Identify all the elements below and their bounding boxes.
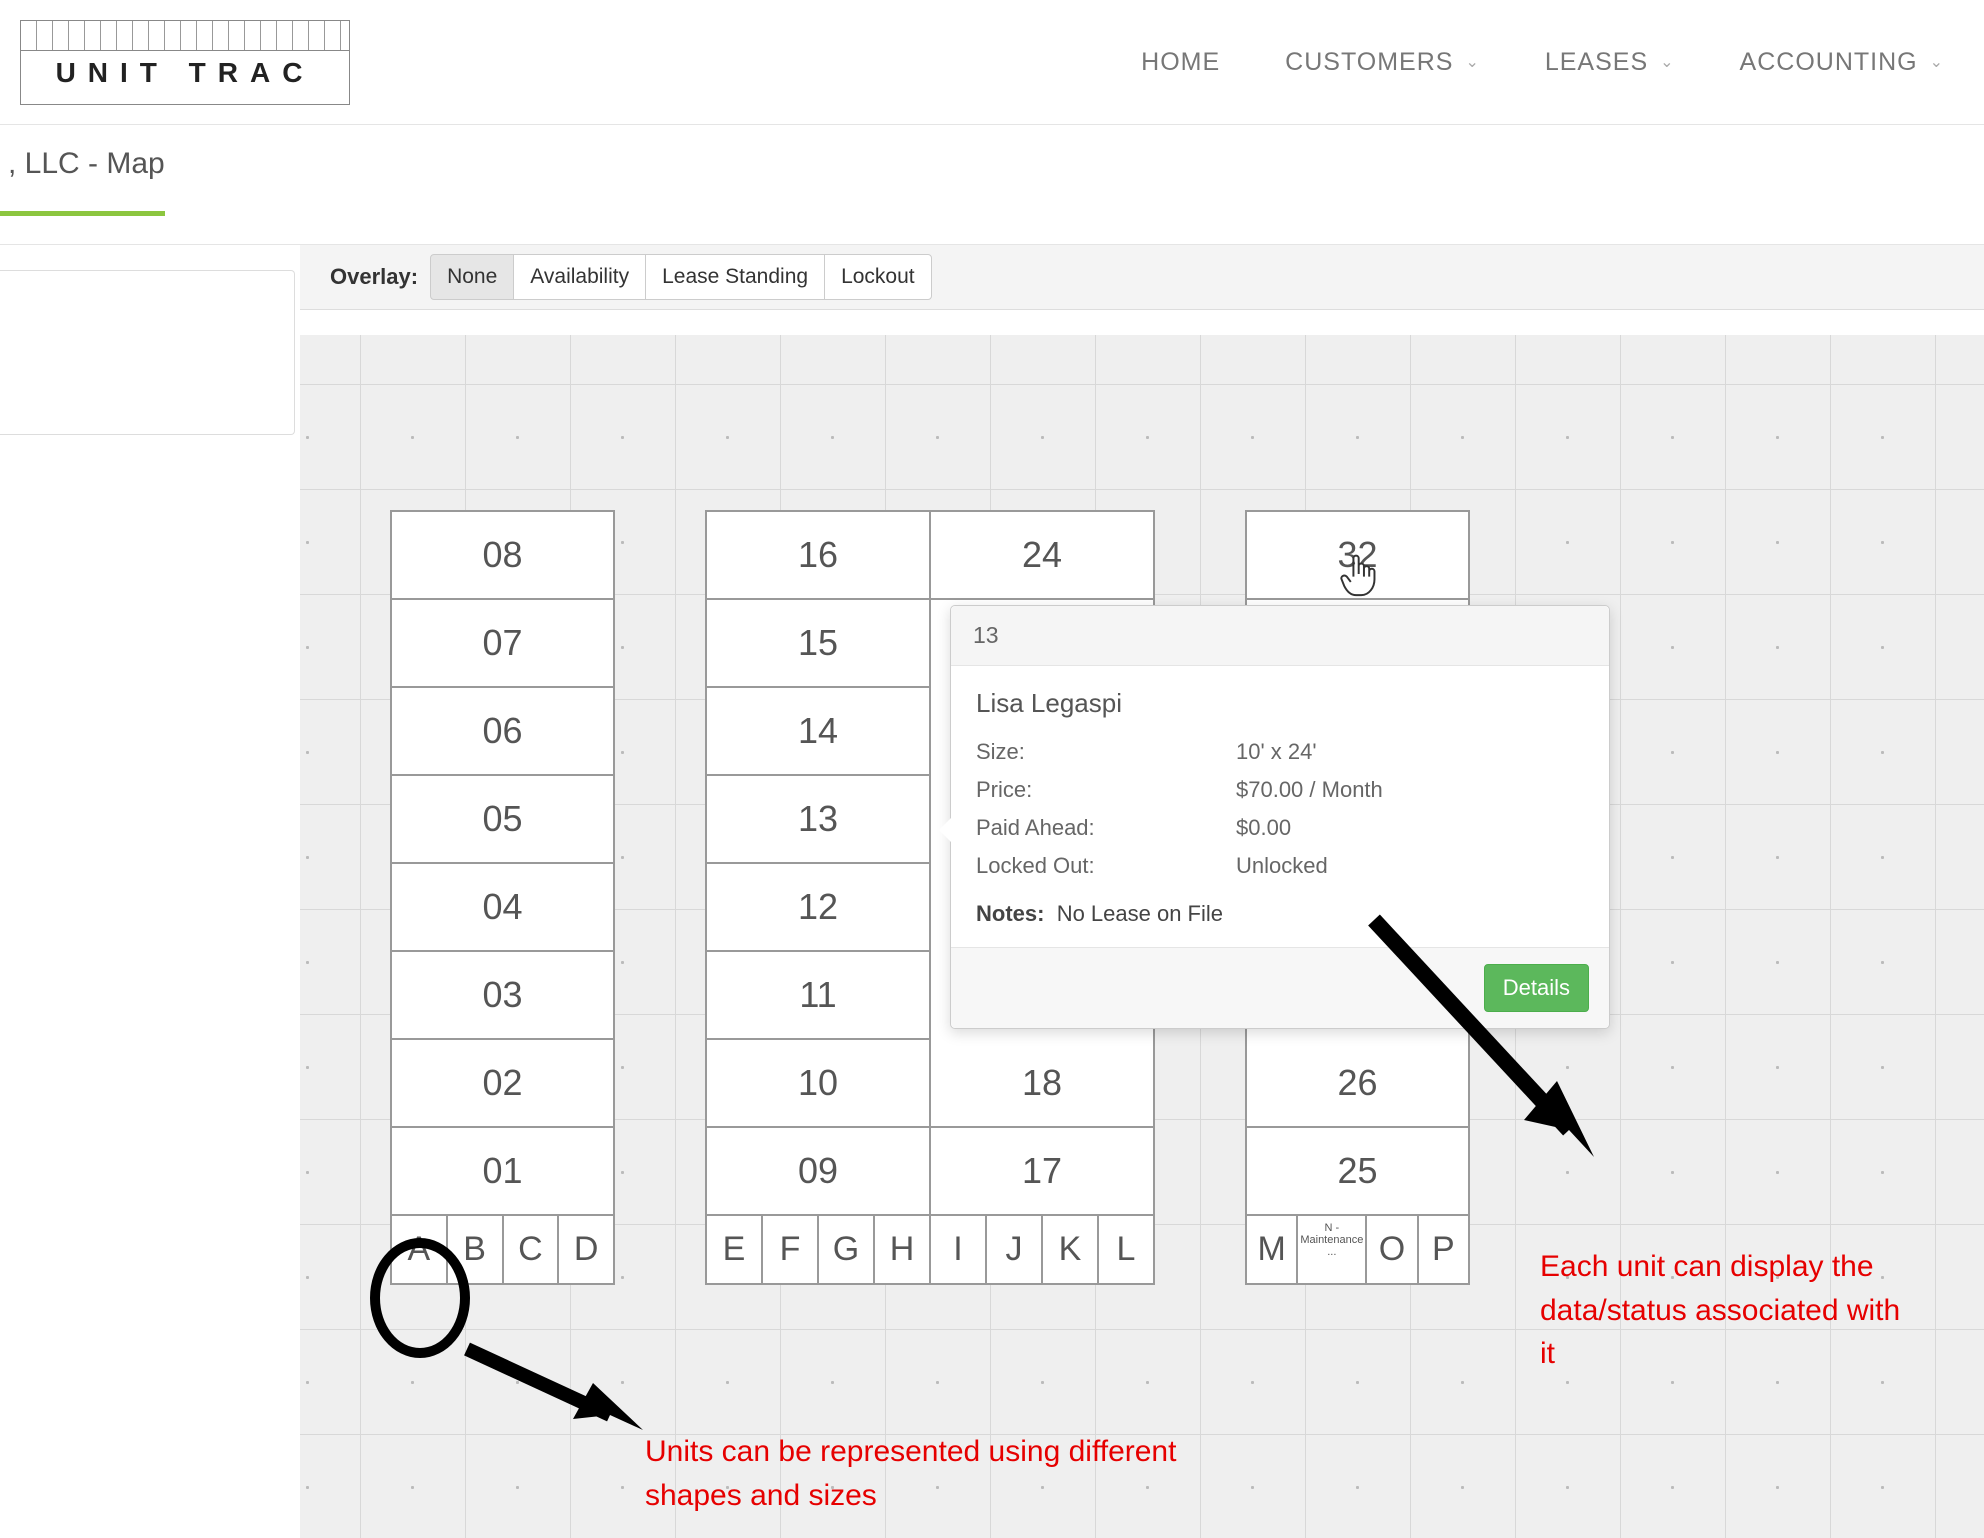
popover-arrow-icon bbox=[939, 816, 953, 844]
unit-small-row: EFGHIJKL bbox=[707, 1214, 1153, 1283]
unit-cell[interactable]: 09 bbox=[707, 1128, 929, 1214]
unit-cell[interactable]: 17 bbox=[931, 1128, 1153, 1214]
overlay-availability-button[interactable]: Availability bbox=[513, 254, 646, 300]
unit-cell-small[interactable]: N - Maintenance ... bbox=[1298, 1216, 1367, 1283]
unit-cell[interactable]: 02 bbox=[392, 1040, 613, 1128]
chevron-down-icon: ⌄ bbox=[1930, 52, 1944, 72]
unit-cell[interactable]: 08 bbox=[392, 512, 613, 600]
page-title-bar: , LLC - Map bbox=[0, 125, 1984, 245]
overlay-lease-standing-button[interactable]: Lease Standing bbox=[645, 254, 825, 300]
unit-column: 0807060504030201ABCD bbox=[390, 510, 615, 1285]
unit-cell[interactable]: 24 bbox=[931, 512, 1153, 600]
unit-cell-small[interactable]: D bbox=[559, 1216, 613, 1283]
logo-text: UNIT TRAC bbox=[56, 57, 315, 89]
unit-cell[interactable]: 15 bbox=[707, 600, 929, 688]
overlay-toolbar: Overlay: None Availability Lease Standin… bbox=[300, 245, 1984, 310]
annotation-arrow-right-icon bbox=[1359, 905, 1639, 1185]
overlay-label: Overlay: bbox=[330, 264, 418, 290]
unit-cell[interactable]: 06 bbox=[392, 688, 613, 776]
main-nav: HOME CUSTOMERS⌄ LEASES⌄ ACCOUNTING⌄ bbox=[1141, 48, 1944, 77]
main-header: UNIT TRAC HOME CUSTOMERS⌄ LEASES⌄ ACCOUN… bbox=[0, 0, 1984, 125]
chevron-down-icon: ⌄ bbox=[1465, 52, 1479, 72]
map-area[interactable]: 0807060504030201ABCD161514131211100924..… bbox=[300, 335, 1984, 1538]
unit-cell[interactable]: 13 bbox=[707, 776, 929, 864]
unit-cell-small[interactable]: M bbox=[1247, 1216, 1298, 1283]
overlay-lockout-button[interactable]: Lockout bbox=[824, 254, 932, 300]
nav-leases[interactable]: LEASES⌄ bbox=[1545, 48, 1675, 77]
unit-cell[interactable]: 05 bbox=[392, 776, 613, 864]
unit-cell[interactable]: 14 bbox=[707, 688, 929, 776]
unit-cell-small[interactable]: P bbox=[1419, 1216, 1468, 1283]
cursor-hand-icon bbox=[1340, 553, 1380, 613]
popover-row-price: Price:$70.00 / Month bbox=[976, 777, 1584, 803]
nav-home[interactable]: HOME bbox=[1141, 48, 1220, 77]
unit-cell[interactable]: 07 bbox=[392, 600, 613, 688]
unit-cell-small[interactable]: H bbox=[875, 1216, 931, 1283]
popover-customer-name: Lisa Legaspi bbox=[976, 688, 1584, 719]
overlay-none-button[interactable]: None bbox=[430, 254, 514, 300]
nav-accounting[interactable]: ACCOUNTING⌄ bbox=[1740, 48, 1944, 77]
annotation-bottom: Units can be represented using different… bbox=[645, 1430, 1185, 1517]
unit-cell-small[interactable]: F bbox=[763, 1216, 819, 1283]
logo[interactable]: UNIT TRAC bbox=[20, 20, 350, 105]
nav-customers[interactable]: CUSTOMERS⌄ bbox=[1285, 48, 1480, 77]
unit-cell[interactable]: 12 bbox=[707, 864, 929, 952]
popover-row-paid-ahead: Paid Ahead:$0.00 bbox=[976, 815, 1584, 841]
unit-cell-small[interactable]: E bbox=[707, 1216, 763, 1283]
popover-unit-number: 13 bbox=[951, 606, 1609, 666]
unit-cell[interactable]: 11 bbox=[707, 952, 929, 1040]
unit-cell-small[interactable]: G bbox=[819, 1216, 875, 1283]
unit-cell[interactable]: 01 bbox=[392, 1128, 613, 1214]
overlay-button-group: None Availability Lease Standing Lockout bbox=[430, 254, 932, 300]
unit-cell[interactable]: 03 bbox=[392, 952, 613, 1040]
annotation-right: Each unit can display the data/status as… bbox=[1540, 1245, 1920, 1376]
unit-cell-small[interactable]: L bbox=[1099, 1216, 1153, 1283]
unit-cell-small[interactable]: O bbox=[1367, 1216, 1418, 1283]
unit-cell-small[interactable]: J bbox=[987, 1216, 1043, 1283]
unit-cell-small[interactable]: I bbox=[931, 1216, 987, 1283]
page-title: , LLC - Map bbox=[0, 147, 165, 216]
side-panel bbox=[0, 270, 295, 435]
unit-cell[interactable]: 18 bbox=[931, 1040, 1153, 1128]
unit-small-row: MN - Maintenance ...OP bbox=[1247, 1214, 1468, 1283]
popover-row-size: Size:10' x 24' bbox=[976, 739, 1584, 765]
annotation-arrow-bottom-icon bbox=[455, 1337, 675, 1457]
unit-cell-small[interactable]: C bbox=[504, 1216, 560, 1283]
unit-cell[interactable]: 16 bbox=[707, 512, 929, 600]
unit-cell[interactable]: 10 bbox=[707, 1040, 929, 1128]
popover-row-locked-out: Locked Out:Unlocked bbox=[976, 853, 1584, 879]
unit-cell-small[interactable]: K bbox=[1043, 1216, 1099, 1283]
unit-cell[interactable]: 04 bbox=[392, 864, 613, 952]
chevron-down-icon: ⌄ bbox=[1660, 52, 1674, 72]
